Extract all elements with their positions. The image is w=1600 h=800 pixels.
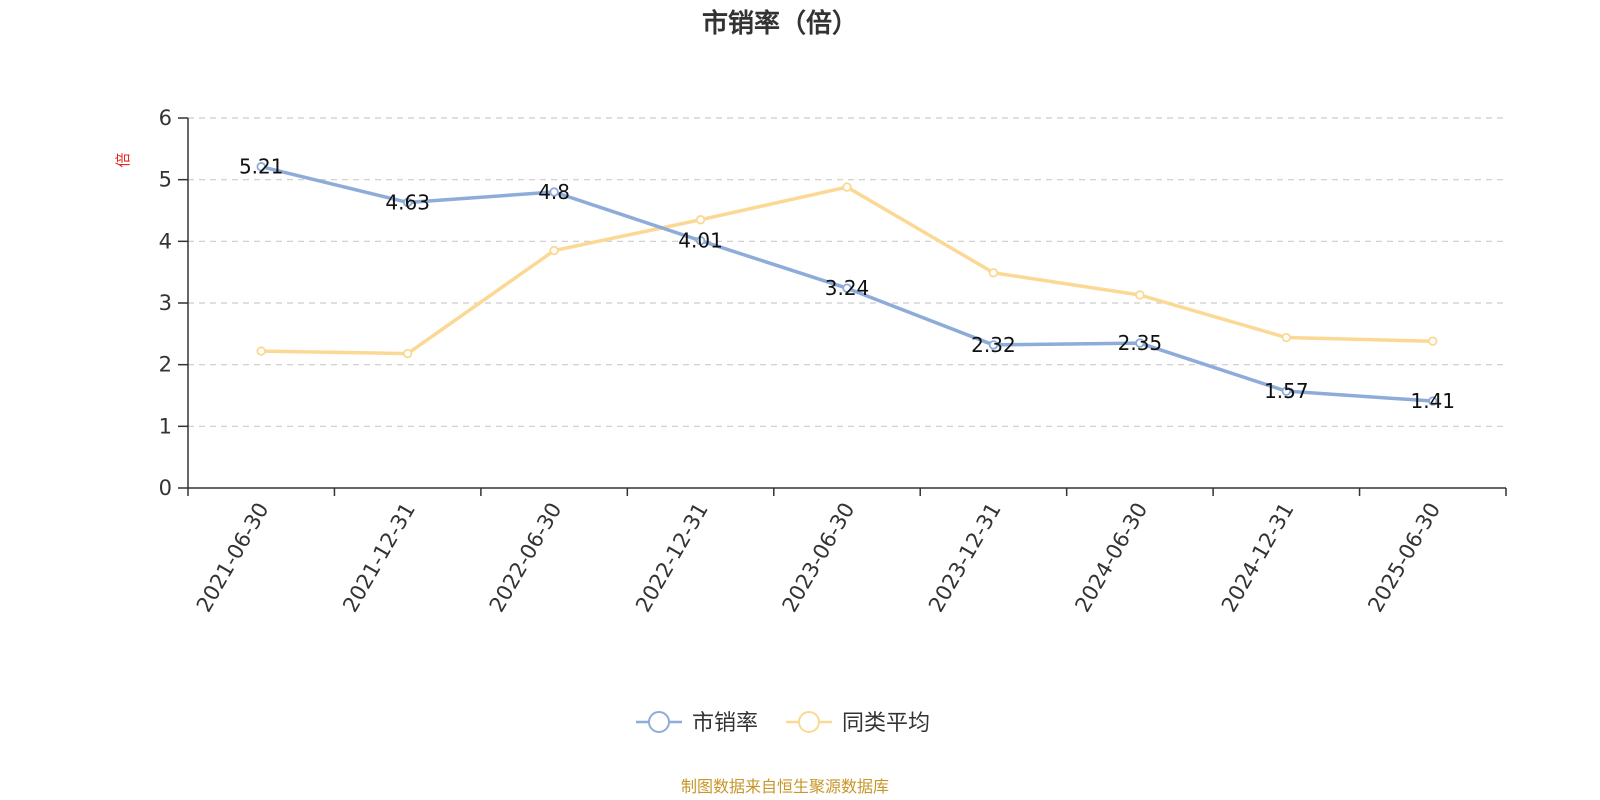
- axes: 0 1 2 3 4 5 6 2021-06-30 2021-12-31 2022-06-30 202…: [159, 106, 1507, 617]
- data-point: [842, 182, 852, 192]
- data-point: [549, 245, 559, 256]
- data-point: [1281, 332, 1292, 343]
- data-point: [1135, 290, 1145, 300]
- x-tick-label: 2021-12-31: [338, 499, 420, 617]
- y-axis-unit-label: 倍: [114, 152, 132, 167]
- data-label: 5.21: [239, 155, 284, 179]
- y-tick-label: 1: [159, 414, 172, 438]
- data-point: [695, 215, 706, 225]
- x-tick-label: 2022-12-31: [631, 499, 713, 617]
- plot-area: [256, 162, 1438, 406]
- x-tick-label: 2024-12-31: [1217, 499, 1299, 617]
- legend-marker: [798, 711, 820, 733]
- data-point: [549, 187, 559, 197]
- legend-marker: [648, 711, 670, 733]
- y-tick-label: 2: [159, 353, 172, 377]
- data-point: [842, 283, 852, 293]
- series-line-peer-average: [259, 185, 1435, 356]
- data-point: [1135, 338, 1145, 348]
- data-point: [402, 197, 413, 208]
- y-tick-label: 5: [159, 168, 172, 192]
- data-label: 4.8: [538, 180, 570, 204]
- data-point: [695, 236, 706, 246]
- legend: 市销率 同类平均: [636, 711, 930, 736]
- data-point: [988, 268, 999, 278]
- y-tick-label: 6: [159, 106, 172, 130]
- x-tick-label: 2023-12-31: [924, 499, 1006, 617]
- legend-label: 同类平均: [842, 711, 930, 736]
- data-label: 3.24: [825, 276, 870, 300]
- data-point: [1428, 336, 1438, 346]
- y-tick-label: 0: [159, 476, 172, 500]
- data-point: [988, 340, 999, 350]
- data-labels: 5.21 4.63 4.8 4.01 3.24 2.32 2.35 1.57 1.41: [239, 155, 1455, 413]
- data-point: [1428, 396, 1438, 406]
- data-label: 4.01: [678, 229, 723, 253]
- data-point: [1281, 386, 1292, 396]
- data-point: [256, 346, 266, 356]
- x-tick-label: 2024-06-30: [1070, 499, 1152, 617]
- x-tick-label: 2022-06-30: [485, 499, 567, 617]
- x-tick-label: 2023-06-30: [778, 499, 860, 617]
- data-label: 4.63: [385, 190, 430, 214]
- chart-title: 市销率（倍）: [702, 8, 858, 39]
- x-tick-label: 2025-06-30: [1363, 499, 1445, 617]
- data-point: [402, 348, 413, 359]
- data-source-note: 制图数据来自恒生聚源数据库: [681, 777, 889, 796]
- data-label: 1.41: [1411, 389, 1456, 413]
- legend-label: 市销率: [692, 711, 758, 736]
- y-tick-label: 3: [159, 291, 172, 315]
- data-label: 1.57: [1264, 379, 1309, 403]
- data-label: 2.35: [1118, 331, 1163, 355]
- x-tick-label: 2021-06-30: [192, 499, 274, 617]
- data-label: 2.32: [971, 333, 1016, 357]
- data-point: [256, 162, 266, 172]
- y-tick-label: 4: [159, 229, 172, 253]
